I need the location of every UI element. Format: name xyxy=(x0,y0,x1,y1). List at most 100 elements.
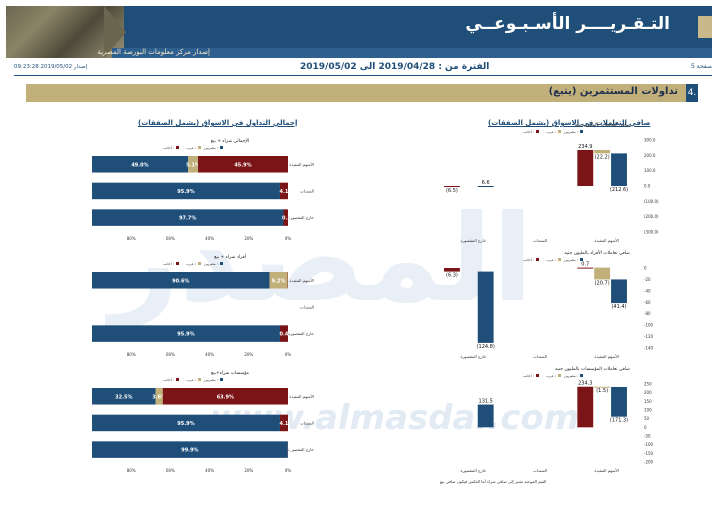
net-tick-1-0: 0 xyxy=(644,266,647,271)
net-chart-title-0: صافي التعاملات بالمليون جنيه xyxy=(575,123,630,128)
right-panel-title: صافي التعاملات في الاسواق (يشمل الصفقات) xyxy=(488,119,651,127)
stack-label-5-2-2: 0 xyxy=(289,448,293,454)
net-value-1-0-0: (41.4) xyxy=(611,304,626,310)
net-bar-1-0-1 xyxy=(594,267,611,280)
banner-subtitle-strip xyxy=(112,48,712,58)
legend-label-n0-2: أجانب : xyxy=(523,129,534,134)
section-title: تداولات المستثمرين (يتبع) xyxy=(548,86,678,97)
legend-label-s3-0: مصريين : xyxy=(204,146,218,150)
net-bar-0-0-2 xyxy=(577,149,594,186)
stack-seg-3-2-0 xyxy=(92,209,284,226)
stack-label-5-1-0: 95.9% xyxy=(177,421,194,427)
net-chart-title-2: صافي تعاملات المؤسسات بالمليون جنيه xyxy=(555,367,630,372)
section-number: 4. xyxy=(686,84,698,102)
net-tick-2-3: 100 xyxy=(644,408,652,413)
net-cat-0-0: الأسهم المقيدة xyxy=(594,238,619,243)
stack-seg-5-0-0 xyxy=(92,388,156,405)
legend-swatch-s3-0 xyxy=(220,146,223,149)
stack-label-3-2-2: 0.2 xyxy=(282,216,291,222)
stack-seg-3-0-1 xyxy=(188,156,199,173)
stack-label-4-0-0: 90.6% xyxy=(172,278,189,284)
net-cat-0-2: خارج المقصورة xyxy=(460,238,486,243)
stack-label-4-2-0: 95.9% xyxy=(177,332,194,338)
stack-cat-4-2: خارج المقصورة xyxy=(288,331,314,336)
legend-swatch-s5-2 xyxy=(176,378,179,381)
legend-label-n2-0: مصريين : xyxy=(564,374,578,378)
stack-label-3-0-1: 5.1% xyxy=(186,162,200,168)
banner-chevron xyxy=(104,6,126,58)
stack-cat-3-1: السندات xyxy=(300,188,314,193)
net-bar-2-0-1 xyxy=(594,386,611,388)
net-value-0-2-2: (6.5) xyxy=(446,188,458,194)
net-tick-1-4: -80 xyxy=(644,311,651,316)
net-value-2-0-1: (1.5) xyxy=(596,388,608,394)
legend-label-n0-1: عرب : xyxy=(546,130,556,134)
net-value-0-0-0: (212.6) xyxy=(610,187,628,193)
stack-label-3-1-0: 95.9% xyxy=(177,189,194,195)
net-tick-2-7: -100 xyxy=(644,442,654,447)
net-tick-2-8: -150 xyxy=(644,451,654,456)
net-tick-0-0: 300.0 xyxy=(644,138,656,143)
stack-label-4-0-1: 9.2% xyxy=(272,278,286,284)
net-tick-0-5: (200.0) xyxy=(644,214,659,219)
net-bar-1-2-0 xyxy=(477,271,494,343)
net-tick-0-4: (100.0) xyxy=(644,199,659,204)
stack-tick-3-1: 60% xyxy=(166,236,175,241)
stack-seg-5-0-1 xyxy=(155,388,163,405)
legend-label-s5-1: عرب : xyxy=(186,378,196,382)
stack-tick-4-3: 20% xyxy=(244,352,253,357)
legend-swatch-n1-1 xyxy=(558,258,561,261)
net-cat-2-1: السندات xyxy=(533,468,547,473)
issue-timestamp: إصدار 2019/05/02 09:23:28 xyxy=(14,64,88,70)
net-tick-2-4: 50 xyxy=(644,416,650,421)
net-bar-2-0-2 xyxy=(577,386,594,428)
net-cat-1-0: الأسهم المقيدة xyxy=(594,354,619,359)
legend-label-s4-0: مصريين : xyxy=(204,262,218,266)
net-tick-2-1: 200 xyxy=(644,390,652,395)
stack-label-3-2-0: 97.7% xyxy=(179,216,196,222)
net-value-2-0-0: (171.3) xyxy=(610,418,628,424)
net-cat-1-2: خارج المقصورة xyxy=(460,354,486,359)
legend-label-s3-2: أجانب : xyxy=(163,145,174,150)
stack-seg-5-1-0 xyxy=(92,414,280,432)
stack-label-4-2-2: 0.4 xyxy=(280,332,289,338)
legend-swatch-s4-1 xyxy=(198,262,201,265)
net-bar-1-0-0 xyxy=(611,279,627,304)
stack-seg-4-0-1 xyxy=(269,272,288,289)
stack-cat-5-0: الأسهم المقيدة xyxy=(289,394,314,399)
net-tick-1-7: -140 xyxy=(644,346,654,351)
stack-seg-5-1-2 xyxy=(279,414,288,432)
banner-mark-icon xyxy=(698,16,712,38)
stack-tick-3-3: 20% xyxy=(244,236,253,241)
net-value-1-0-1: (20.7) xyxy=(595,280,610,286)
legend-swatch-n2-2 xyxy=(536,374,539,377)
net-tick-2-5: 0 xyxy=(644,425,647,430)
header-divider xyxy=(14,75,712,76)
legend-swatch-s5-1 xyxy=(198,378,201,381)
net-value-2-2-0: 131.5 xyxy=(479,399,493,405)
net-tick-2-6: -50 xyxy=(644,434,651,439)
legend-label-n2-1: عرب : xyxy=(546,374,556,378)
report-title: التـقـريــــر الأسـبـوعــي xyxy=(465,14,670,34)
net-bar-0-0-1 xyxy=(594,149,611,154)
stack-cat-3-0: الأسهم المقيدة xyxy=(289,162,314,167)
net-value-2-0-2: 234.3 xyxy=(578,381,592,387)
net-tick-2-2: 150 xyxy=(644,399,652,404)
stack-tick-3-0: 80% xyxy=(127,236,136,241)
left-panel-title: إجمالي التداول في الاسواق (يشمل الصفقات) xyxy=(138,119,298,127)
net-tick-0-6: (300.0) xyxy=(644,230,659,235)
net-value-0-2-0: 6.6 xyxy=(482,180,490,186)
net-bar-0-2-2 xyxy=(444,186,460,187)
stack-cat-5-1: السندات xyxy=(300,420,314,425)
legend-label-n1-0: مصريين : xyxy=(564,258,578,262)
legend-swatch-s4-0 xyxy=(220,262,223,265)
net-value-0-0-2: 234.9 xyxy=(578,144,592,150)
report-subtitle: إصدار مركز معلومات البورصة المصرية xyxy=(97,48,210,56)
legend-label-n1-1: عرب : xyxy=(546,258,556,262)
legend-label-s5-2: أجانب : xyxy=(163,377,174,382)
stack-tick-5-3: 20% xyxy=(244,468,253,473)
stack-seg-4-0-0 xyxy=(92,272,270,289)
net-value-0-0-1: (22.2) xyxy=(595,154,610,160)
net-tick-1-3: -60 xyxy=(644,300,651,305)
